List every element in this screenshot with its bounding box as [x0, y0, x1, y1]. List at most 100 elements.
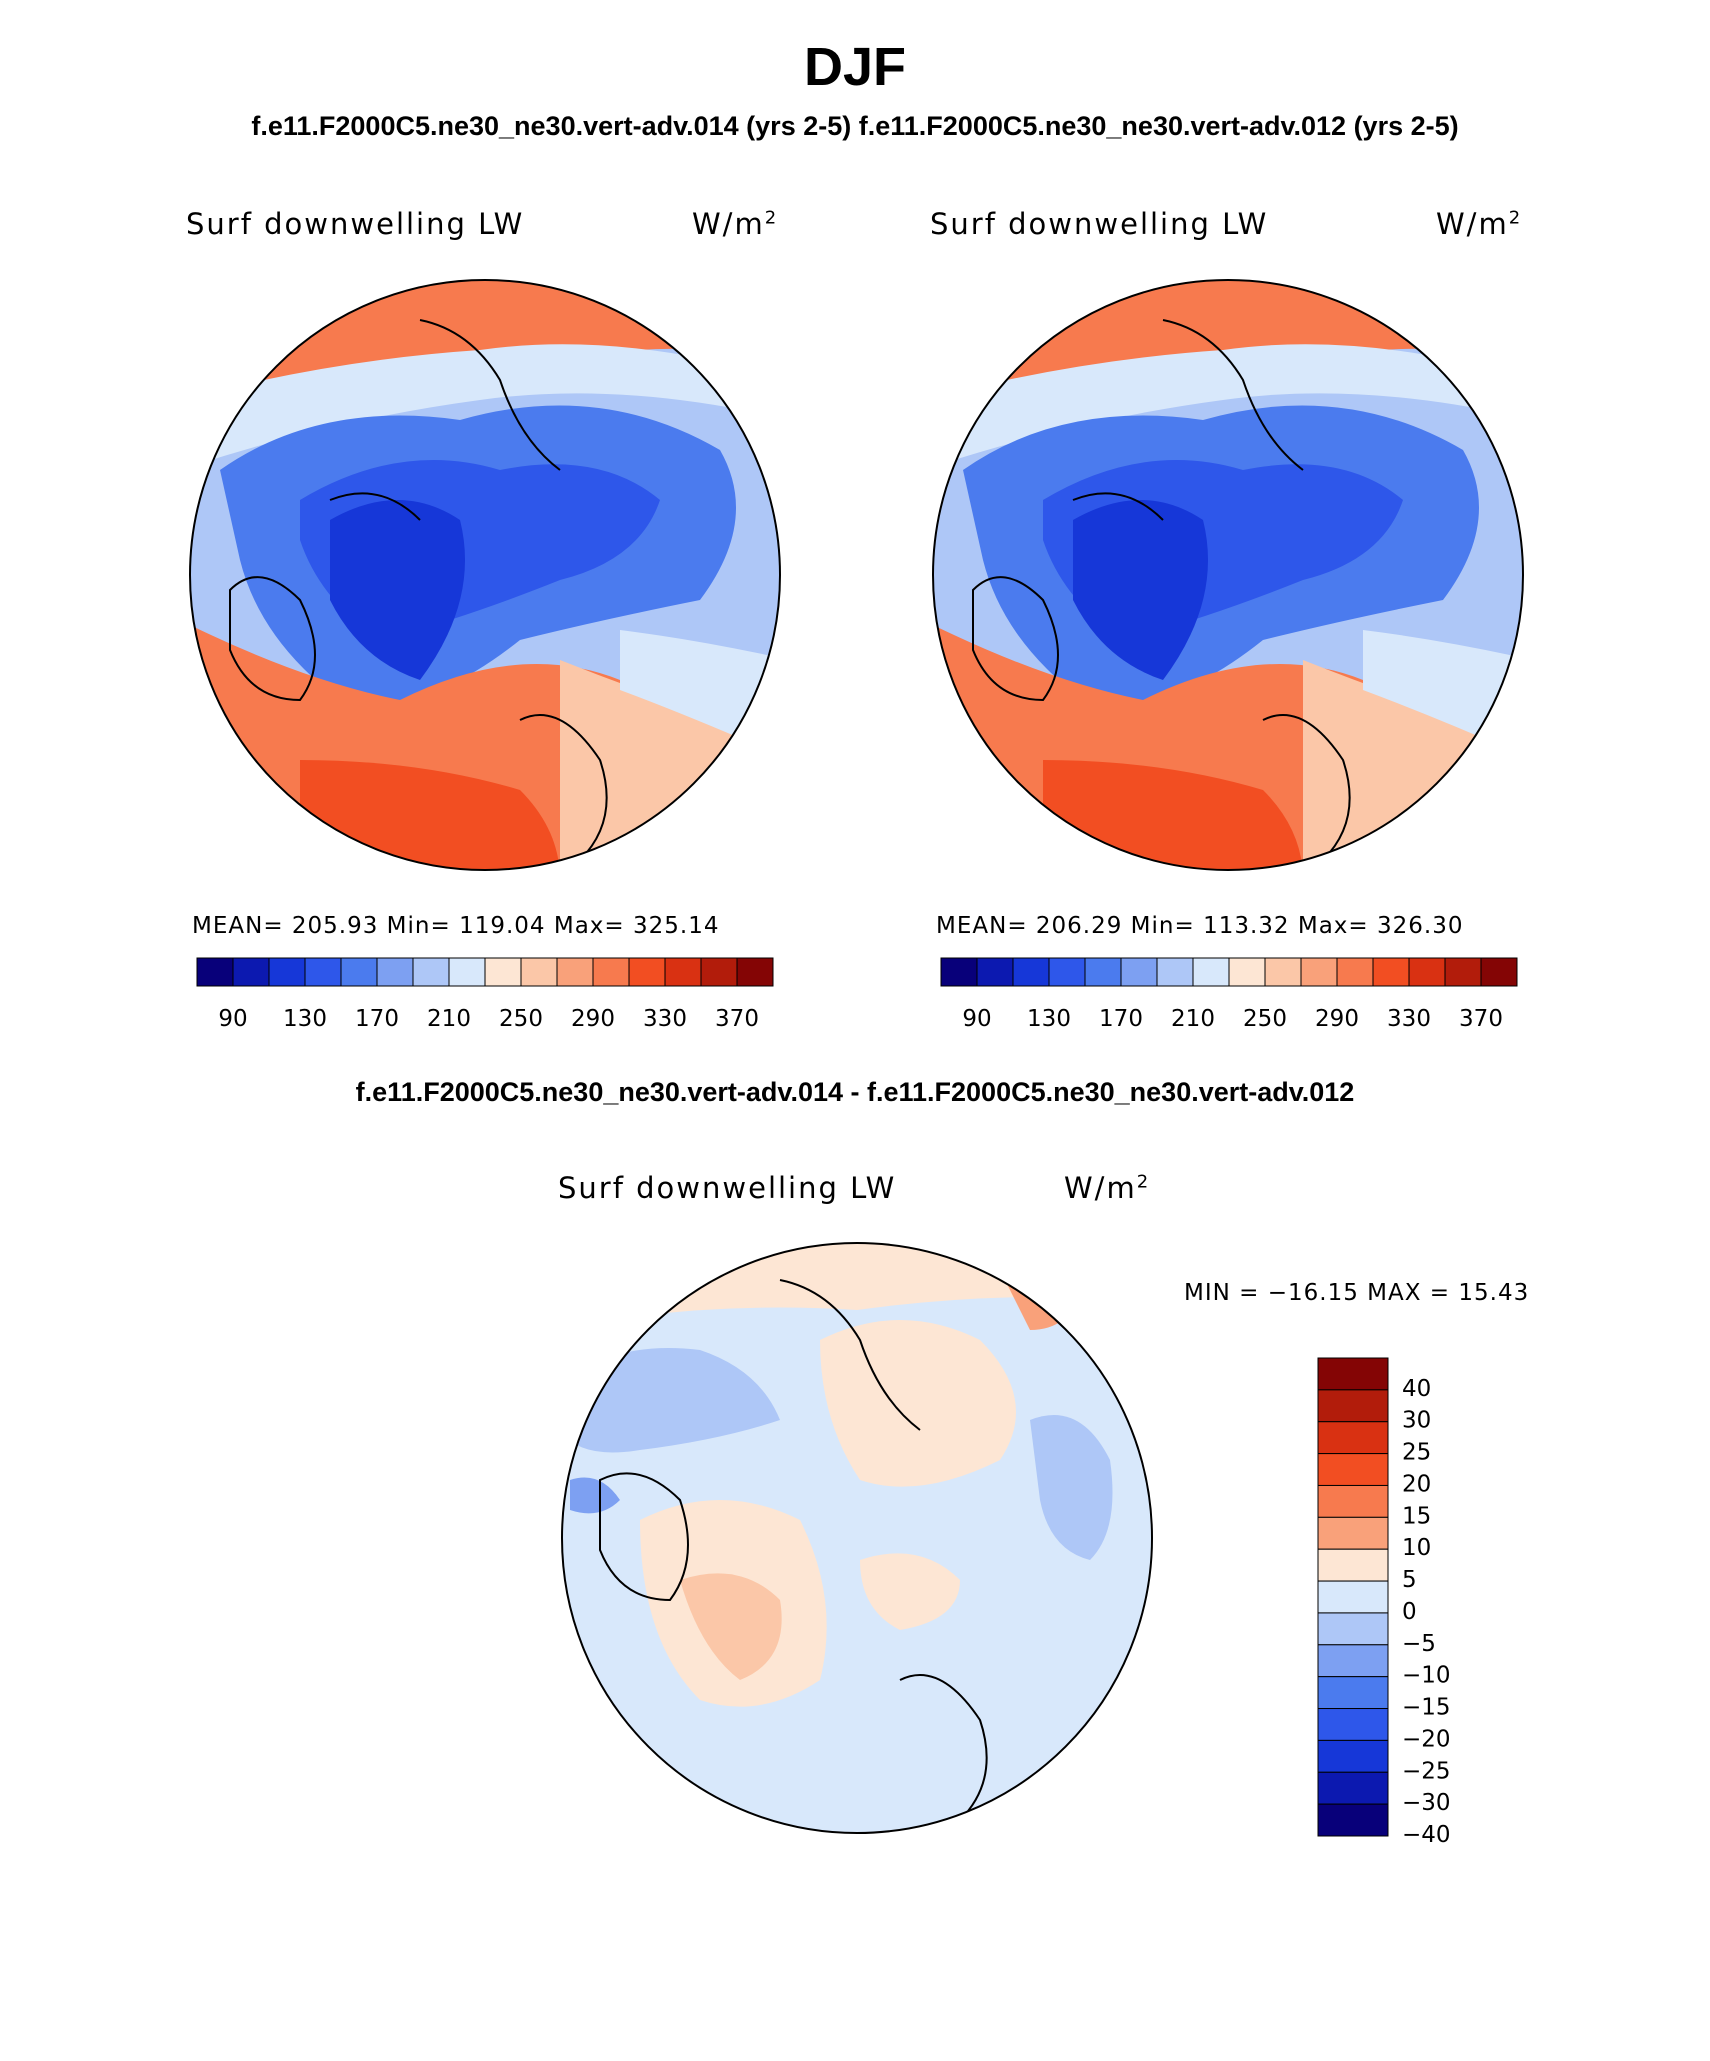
left-polar-map	[190, 280, 780, 870]
difference-colorbar-level-label: −15	[1402, 1695, 1451, 1721]
left-colorbar-swatch	[268, 957, 306, 987]
difference-colorbar-swatch	[1317, 1739, 1389, 1773]
left-colorbar-swatch	[520, 957, 558, 987]
left-colorbar-swatch	[592, 957, 630, 987]
difference-colorbar-swatch	[1317, 1803, 1389, 1837]
right-colorbar-swatch	[1480, 957, 1518, 987]
right-colorbar-tick-label: 210	[1171, 1006, 1215, 1032]
left-colorbar-tick-label: 210	[427, 1006, 471, 1032]
left-colorbar-swatch	[304, 957, 342, 987]
right-colorbar-tick-label: 170	[1099, 1006, 1143, 1032]
difference-colorbar: 40 30 25 20 15 10 5 0 −5 −10 −15 −20 −25 −30 −40	[1317, 1357, 1451, 1848]
left-colorbar-tick-label: 130	[283, 1006, 327, 1032]
difference-colorbar-swatch	[1317, 1580, 1389, 1614]
right-colorbar-swatch	[1120, 957, 1158, 987]
difference-title: f.e11.F2000C5.ne30_ne30.vert-adv.014 - f…	[355, 1077, 1355, 1107]
diff-stats: MIN = −16.15 MAX = 15.43	[1184, 1280, 1530, 1306]
right-colorbar: 90 130 170 210 250 290 330 370	[940, 957, 1518, 1032]
difference-colorbar-swatch	[1317, 1644, 1389, 1678]
right-colorbar-tick-label: 130	[1027, 1006, 1071, 1032]
left-colorbar-swatch	[556, 957, 594, 987]
difference-colorbar-swatch	[1317, 1421, 1389, 1455]
left-colorbar-swatch	[628, 957, 666, 987]
difference-colorbar-swatch	[1317, 1676, 1389, 1710]
case-title-right: f.e11.F2000C5.ne30_ne30.vert-adv.012 (yr…	[858, 111, 1459, 141]
difference-colorbar-swatch	[1317, 1548, 1389, 1582]
right-colorbar-swatch	[1228, 957, 1266, 987]
right-colorbar-tick-label: 250	[1243, 1006, 1287, 1032]
left-colorbar-swatch	[340, 957, 378, 987]
difference-colorbar-swatch	[1317, 1453, 1389, 1486]
difference-colorbar-level-label: 20	[1402, 1471, 1431, 1497]
difference-colorbar-level-label: 5	[1402, 1567, 1417, 1593]
right-variable-label: Surf downwelling LW	[930, 207, 1269, 241]
left-stats: MEAN= 205.93 Min= 119.04 Max= 325.14	[192, 913, 720, 939]
difference-map-frame	[561, 1242, 1153, 1834]
difference-colorbar-swatch	[1317, 1357, 1389, 1391]
right-colorbar-swatch	[976, 957, 1014, 987]
left-map-frame	[189, 279, 781, 871]
right-colorbar-swatch	[1156, 957, 1194, 987]
right-colorbar-swatch	[1300, 957, 1338, 987]
case-titles: f.e11.F2000C5.ne30_ne30.vert-adv.014 (yr…	[0, 111, 1710, 142]
difference-colorbar-level-label: 30	[1402, 1408, 1431, 1434]
difference-colorbar-level-label: −20	[1402, 1726, 1451, 1752]
right-colorbar-swatch	[1084, 957, 1122, 987]
left-colorbar-tick-label: 370	[715, 1006, 759, 1032]
right-colorbar-tick-label: 290	[1315, 1006, 1359, 1032]
difference-colorbar-level-label: 25	[1402, 1440, 1431, 1466]
right-units-label: W/m2	[1436, 207, 1523, 241]
difference-colorbar-swatch	[1317, 1708, 1389, 1741]
right-polar-map	[933, 280, 1523, 870]
difference-colorbar-level-label: 40	[1402, 1376, 1431, 1402]
difference-colorbar-swatch	[1317, 1484, 1389, 1518]
diff-variable-label: Surf downwelling LW	[558, 1171, 897, 1205]
left-colorbar-tick-label: 90	[218, 1006, 247, 1032]
right-colorbar-swatch	[1264, 957, 1302, 987]
difference-colorbar-level-label: −10	[1402, 1663, 1451, 1689]
left-colorbar-tick-label: 170	[355, 1006, 399, 1032]
right-stats: MEAN= 206.29 Min= 113.32 Max= 326.30	[936, 913, 1464, 939]
left-colorbar-tick-label: 250	[499, 1006, 543, 1032]
difference-colorbar-level-label: −25	[1402, 1758, 1451, 1784]
difference-colorbar-swatch	[1317, 1771, 1389, 1805]
difference-polar-map	[562, 1243, 1152, 1833]
left-colorbar-swatch	[412, 957, 450, 987]
diff-units-label: W/m2	[1064, 1171, 1151, 1205]
right-colorbar-tick-label: 90	[962, 1006, 991, 1032]
left-colorbar: 90 130 170 210 250 290 330 370	[196, 957, 774, 1032]
page-title: DJF	[803, 37, 906, 97]
right-colorbar-swatch	[940, 957, 978, 987]
left-variable-label: Surf downwelling LW	[186, 207, 525, 241]
left-colorbar-tick-label: 330	[643, 1006, 687, 1032]
difference-colorbar-level-label: −30	[1402, 1790, 1451, 1816]
left-colorbar-swatch	[232, 957, 270, 987]
right-colorbar-tick-label: 330	[1387, 1006, 1431, 1032]
difference-colorbar-swatch	[1317, 1612, 1389, 1646]
difference-colorbar-level-label: −5	[1402, 1631, 1436, 1657]
right-colorbar-swatch	[1408, 957, 1446, 987]
difference-colorbar-level-label: −40	[1402, 1822, 1451, 1848]
left-colorbar-swatch	[484, 957, 522, 987]
left-colorbar-swatch	[448, 957, 486, 987]
left-colorbar-swatch	[736, 957, 774, 987]
left-units-label: W/m2	[692, 207, 779, 241]
difference-colorbar-level-label: 0	[1402, 1599, 1417, 1625]
left-colorbar-swatch	[664, 957, 702, 987]
right-colorbar-swatch	[1444, 957, 1482, 987]
left-colorbar-swatch	[376, 957, 414, 987]
difference-colorbar-level-label: 10	[1402, 1535, 1431, 1561]
left-colorbar-swatch	[700, 957, 738, 987]
difference-colorbar-swatch	[1317, 1389, 1389, 1423]
right-colorbar-swatch	[1336, 957, 1374, 987]
difference-colorbar-swatch	[1317, 1516, 1389, 1550]
left-colorbar-tick-label: 290	[571, 1006, 615, 1032]
right-map-frame	[932, 279, 1524, 871]
right-colorbar-swatch	[1372, 957, 1410, 987]
right-colorbar-swatch	[1192, 957, 1230, 987]
difference-colorbar-level-label: 15	[1402, 1503, 1431, 1529]
right-colorbar-swatch	[1048, 957, 1086, 987]
right-colorbar-swatch	[1012, 957, 1050, 987]
case-title-left: f.e11.F2000C5.ne30_ne30.vert-adv.014 (yr…	[251, 111, 852, 141]
